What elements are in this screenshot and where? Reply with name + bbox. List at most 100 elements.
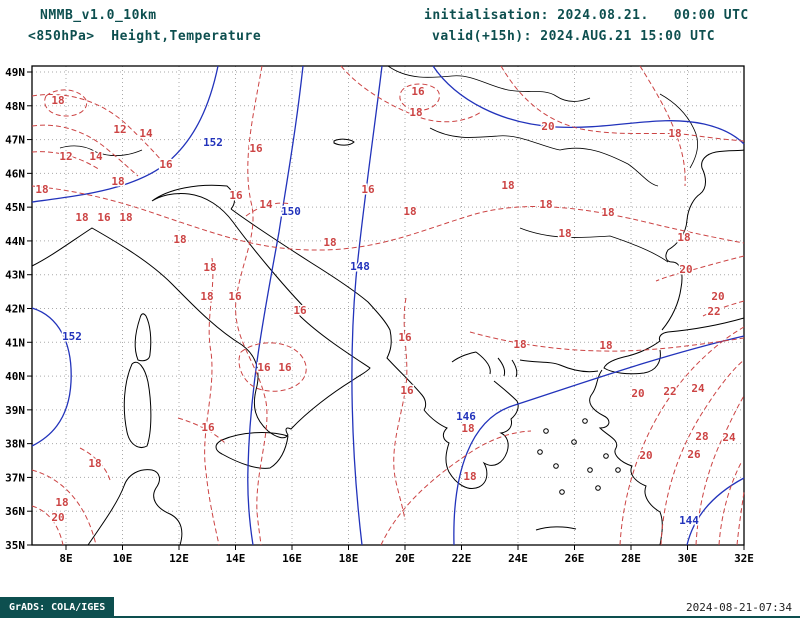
temp-contour-label: 16 — [228, 290, 242, 303]
temp-contour-label: 14 — [259, 198, 273, 211]
temp-contour-label: 18 — [539, 198, 552, 211]
height-contour-path — [31, 307, 72, 447]
border-path — [387, 65, 591, 102]
coastline-path — [123, 361, 152, 448]
lon-axis-label: 26E — [565, 552, 585, 565]
lon-axis-label: 12E — [169, 552, 189, 565]
island-outline — [543, 428, 549, 434]
temp-contour-label: 24 — [722, 431, 736, 444]
lat-axis-label: 39N — [5, 404, 25, 417]
lon-axis-label: 24E — [508, 552, 528, 565]
footer-strip — [0, 616, 800, 618]
height-contour-path — [686, 477, 745, 546]
temp-contour-label: 18 — [677, 231, 690, 244]
temp-contour-path — [31, 185, 745, 251]
temp-contour-label: 18 — [55, 496, 68, 509]
coastline-path — [475, 351, 491, 375]
temp-contour-label: 16 — [278, 361, 292, 374]
temp-contour-path — [245, 202, 292, 217]
temp-contour-label: 16 — [400, 384, 414, 397]
height-contour-label: 146 — [456, 410, 476, 423]
lat-axis-label: 41N — [5, 336, 25, 349]
coastline-path — [535, 526, 577, 531]
lat-axis-label: 43N — [5, 269, 25, 282]
coastline-path — [497, 357, 506, 377]
temp-contour-label: 24 — [691, 382, 705, 395]
temp-contour-label: 18 — [88, 457, 101, 470]
temp-contour-label: 16 — [97, 211, 111, 224]
temp-contour-label: 18 — [173, 233, 186, 246]
lat-axis-label: 47N — [5, 134, 25, 147]
island-outline — [587, 467, 593, 473]
coastline-path — [661, 149, 745, 331]
island-outline — [537, 449, 543, 455]
temp-contour-label: 18 — [513, 338, 526, 351]
init-time-label: initialisation: 2024.08.21. 00:00 UTC — [424, 8, 749, 23]
model-title: NMMB_v1.0_10km — [40, 8, 157, 23]
height-contour-path — [453, 335, 745, 546]
temp-contour-label: 18 — [601, 206, 614, 219]
temp-contour-label: 16 — [201, 421, 215, 434]
temp-contour-path — [31, 469, 97, 546]
temp-contour-path — [79, 447, 111, 481]
lon-axis-label: 32E — [734, 552, 754, 565]
temp-contour-label: 16 — [257, 361, 271, 374]
border-path — [59, 145, 97, 153]
lat-axis-label: 38N — [5, 438, 25, 451]
temp-contour-label: 16 — [398, 331, 412, 344]
temp-contour-path — [718, 462, 742, 546]
height-contour-label: 152 — [62, 330, 82, 343]
field-title: <850hPa> Height,Temperature — [28, 29, 262, 44]
border-path — [429, 127, 659, 187]
height-contour-path — [31, 65, 219, 203]
temp-contour-path — [380, 430, 532, 546]
temp-contour-label: 18 — [323, 236, 336, 249]
temp-contour-label: 18 — [461, 422, 474, 435]
temp-contour-label: 16 — [229, 189, 243, 202]
temp-contour-path — [695, 395, 745, 546]
temp-contour-path — [31, 124, 139, 177]
temp-contour-label: 16 — [411, 85, 425, 98]
lat-axis-label: 36N — [5, 505, 25, 518]
border-path — [519, 227, 669, 263]
temp-contour-label: 20 — [711, 290, 724, 303]
temp-contour-label: 20 — [541, 120, 554, 133]
temp-contour-label: 18 — [75, 211, 88, 224]
temp-contour-path — [500, 65, 745, 142]
temp-contour-label: 20 — [679, 263, 692, 276]
island-outline — [582, 418, 588, 424]
coastline-path — [333, 138, 355, 146]
temp-contour-label: 16 — [293, 304, 307, 317]
lon-axis-label: 14E — [226, 552, 246, 565]
temp-contour-label: 18 — [51, 94, 64, 107]
temp-contour-path — [469, 331, 745, 352]
height-contour-label: 152 — [203, 136, 223, 149]
height-contour-label: 148 — [350, 260, 370, 273]
temp-contour-label: 12 — [113, 123, 126, 136]
temp-contour-label: 18 — [668, 127, 681, 140]
lon-axis-label: 22E — [452, 552, 472, 565]
height-contour-label: 150 — [281, 205, 301, 218]
temp-contour-label: 18 — [203, 261, 216, 274]
lat-axis-label: 35N — [5, 539, 25, 552]
temp-contour-label: 18 — [463, 470, 476, 483]
temp-contour-path — [235, 65, 268, 546]
height-contour-label: 144 — [679, 514, 699, 527]
lat-axis-label: 46N — [5, 167, 25, 180]
lat-axis-label: 44N — [5, 235, 25, 248]
temp-contour-path — [31, 93, 164, 163]
height-contour-path — [247, 65, 304, 546]
coastline-path — [423, 380, 519, 489]
temp-contour-path — [639, 65, 686, 187]
temp-contour-label: 22 — [663, 385, 676, 398]
temp-contour-label: 18 — [35, 183, 48, 196]
temp-contour-path — [340, 65, 482, 123]
coastline-path — [603, 317, 745, 375]
coastline-path — [134, 313, 152, 362]
temp-contour-label: 16 — [361, 183, 375, 196]
temp-contour-label: 14 — [139, 127, 153, 140]
grads-credit: GrADS: COLA/IGES — [0, 597, 115, 618]
temp-contour-label: 18 — [200, 290, 213, 303]
